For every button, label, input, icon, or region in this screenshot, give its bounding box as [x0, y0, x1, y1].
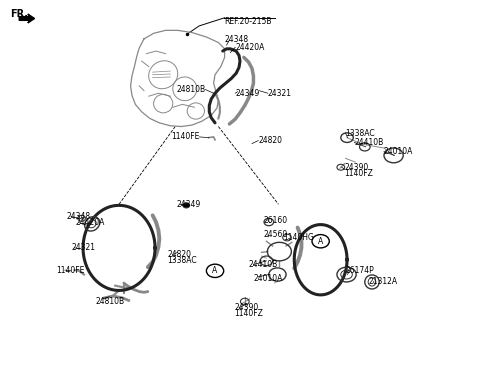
Text: 24349: 24349: [235, 89, 260, 98]
Text: A: A: [213, 266, 217, 275]
Text: 24348: 24348: [66, 212, 90, 221]
Text: 24810B: 24810B: [176, 85, 205, 94]
Text: 24390: 24390: [234, 303, 259, 312]
Text: 1140HG: 1140HG: [283, 233, 314, 242]
Text: 24420A: 24420A: [76, 218, 105, 227]
Text: 1140FE: 1140FE: [171, 132, 199, 141]
Text: 24010A: 24010A: [384, 147, 413, 156]
Text: FR,: FR,: [11, 9, 29, 19]
Text: 24810B: 24810B: [96, 297, 125, 306]
Polygon shape: [19, 14, 35, 23]
Text: 24410B: 24410B: [354, 138, 384, 147]
Text: 24560: 24560: [263, 231, 288, 239]
Text: 24410B: 24410B: [249, 260, 278, 269]
Text: 1338AC: 1338AC: [167, 256, 197, 265]
Text: 1338AC: 1338AC: [346, 129, 375, 138]
Text: 24349: 24349: [177, 200, 201, 209]
Text: 1140FZ: 1140FZ: [345, 169, 373, 178]
Text: 24321: 24321: [268, 89, 292, 98]
Text: 24420A: 24420A: [235, 43, 264, 52]
Text: 26160: 26160: [263, 216, 287, 225]
Text: 24010A: 24010A: [253, 274, 283, 283]
Text: 1140FE: 1140FE: [57, 266, 85, 275]
Text: 24348: 24348: [225, 36, 249, 44]
Circle shape: [183, 203, 190, 208]
Text: 24820: 24820: [258, 136, 282, 145]
Text: 26174P: 26174P: [346, 266, 374, 275]
Text: REF.20-215B: REF.20-215B: [225, 17, 272, 26]
Text: 24820: 24820: [167, 250, 191, 259]
Text: 21312A: 21312A: [369, 278, 398, 286]
Text: 24321: 24321: [71, 243, 95, 252]
Text: A: A: [318, 237, 323, 246]
Text: 1140FZ: 1140FZ: [234, 309, 263, 318]
Text: 24390: 24390: [345, 163, 369, 172]
